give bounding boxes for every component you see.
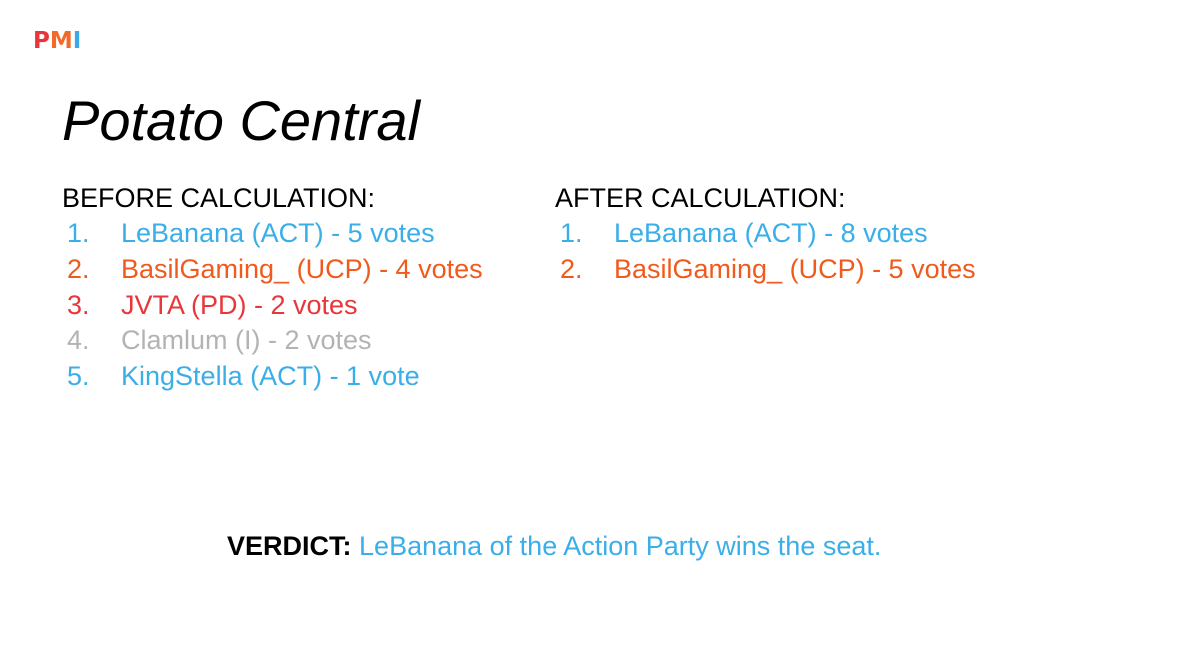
after-results-list: 1. LeBanana (ACT) - 8 votes 2. BasilGami… xyxy=(555,216,976,288)
list-item-text: KingStella (ACT) - 1 vote xyxy=(121,361,420,391)
list-item-number: 4. xyxy=(67,325,90,356)
list-item: 2. BasilGaming_ (UCP) - 5 votes xyxy=(555,252,976,288)
before-results-list: 1. LeBanana (ACT) - 5 votes 2. BasilGami… xyxy=(62,216,483,395)
list-item-text: LeBanana (ACT) - 5 votes xyxy=(121,218,435,248)
list-item: 5. KingStella (ACT) - 1 vote xyxy=(62,359,483,395)
after-calculation-heading: AFTER CALCULATION: xyxy=(555,183,846,213)
list-item: 2. BasilGaming_ (UCP) - 4 votes xyxy=(62,252,483,288)
logo-letter-i: I xyxy=(72,28,82,54)
after-calculation-section: AFTER CALCULATION: 1. LeBanana (ACT) - 8… xyxy=(555,180,976,288)
list-item-number: 2. xyxy=(67,253,90,284)
list-item-number: 1. xyxy=(560,218,583,248)
verdict-label: VERDICT: xyxy=(227,531,352,561)
page-title: Potato Central xyxy=(62,89,420,152)
list-item: 4. Clamlum (I) - 2 votes xyxy=(62,323,483,359)
list-item-number: 5. xyxy=(67,361,90,391)
list-item-text: LeBanana (ACT) - 8 votes xyxy=(614,218,928,248)
verdict: VERDICT: LeBanana of the Action Party wi… xyxy=(227,527,881,565)
list-item-text: BasilGaming_ (UCP) - 4 votes xyxy=(121,253,483,284)
before-calculation-section: BEFORE CALCULATION: 1. LeBanana (ACT) - … xyxy=(62,180,483,395)
logo-letter-m: M xyxy=(49,28,73,54)
list-item-text: BasilGaming_ (UCP) - 5 votes xyxy=(614,253,976,284)
logo-letter-p: P xyxy=(33,28,50,54)
pmi-logo: PMI xyxy=(33,28,81,54)
list-item-text: JVTA (PD) - 2 votes xyxy=(121,289,358,320)
verdict-text: LeBanana of the Action Party wins the se… xyxy=(359,531,882,561)
list-item-number: 1. xyxy=(67,218,90,248)
list-item: 1. LeBanana (ACT) - 8 votes xyxy=(555,216,976,252)
list-item: 1. LeBanana (ACT) - 5 votes xyxy=(62,216,483,252)
before-calculation-heading: BEFORE CALCULATION: xyxy=(62,183,376,213)
list-item-text: Clamlum (I) - 2 votes xyxy=(121,325,372,356)
list-item-number: 3. xyxy=(67,289,90,320)
list-item-number: 2. xyxy=(560,253,583,284)
list-item: 3. JVTA (PD) - 2 votes xyxy=(62,288,483,324)
